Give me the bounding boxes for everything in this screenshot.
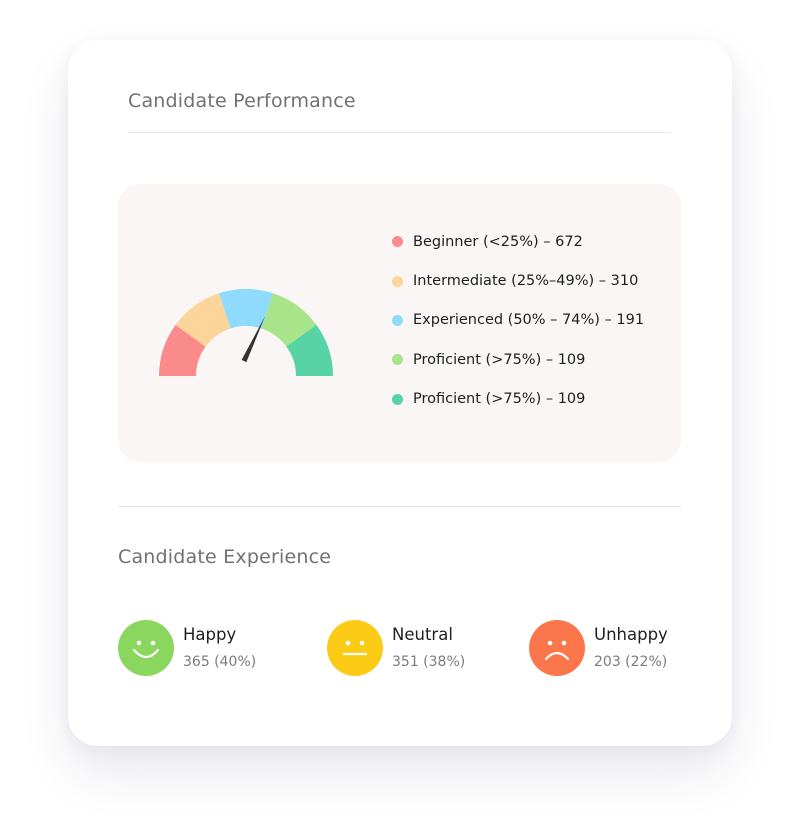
experience-label: Happy: [183, 625, 237, 644]
experience-stat: 203 (22%): [594, 654, 668, 670]
happy-face-icon: [118, 620, 174, 676]
legend-dot: [392, 236, 403, 248]
legend-dot: [392, 314, 403, 326]
performance-gauge: [159, 289, 333, 376]
legend-label: Proficient (>75%) – 109: [413, 391, 586, 408]
experience-label: Unhappy: [594, 625, 668, 644]
legend-item-experienced: Experienced (50% – 74%) – 191: [392, 301, 644, 340]
gauge-segments: [159, 289, 333, 376]
legend-label: Beginner (<25%) – 672: [413, 233, 583, 250]
legend-dot: [392, 275, 403, 287]
performance-panel: Beginner (<25%) – 672 Intermediate (25%–…: [118, 184, 681, 462]
experience-neutral: Neutral 351 (38%): [327, 620, 465, 676]
experience-stat: 351 (38%): [392, 654, 466, 670]
legend-item-beginner: Beginner (<25%) – 672: [392, 222, 644, 261]
gauge-needle: [241, 315, 266, 363]
legend-item-proficient-2: Proficient (>75%) – 109: [392, 380, 644, 419]
gauge-segment-beginner: [159, 324, 206, 376]
legend-dot: [392, 393, 403, 405]
performance-title: Candidate Performance: [128, 90, 356, 112]
performance-legend: Beginner (<25%) – 672 Intermediate (25%–…: [392, 222, 644, 419]
experience-label: Neutral: [392, 625, 453, 644]
experience-stat: 365 (40%): [183, 654, 257, 670]
gauge-segment-proficient-2: [286, 324, 333, 376]
neutral-face-icon: [327, 620, 383, 676]
legend-item-intermediate: Intermediate (25%–49%) – 310: [392, 261, 644, 300]
experience-unhappy: Unhappy 203 (22%): [529, 620, 668, 676]
unhappy-face-icon: [529, 620, 585, 676]
legend-label: Intermediate (25%–49%) – 310: [413, 273, 639, 290]
legend-dot: [392, 354, 403, 366]
divider: [118, 506, 681, 507]
legend-label: Proficient (>75%) – 109: [413, 351, 586, 368]
experience-title: Candidate Experience: [118, 546, 332, 568]
legend-label: Experienced (50% – 74%) – 191: [413, 312, 645, 329]
gauge-segment-intermediate: [175, 293, 231, 347]
gauge-segment-experienced: [219, 289, 273, 329]
gauge-segment-proficient: [261, 293, 317, 347]
legend-item-proficient: Proficient (>75%) – 109: [392, 340, 644, 379]
experience-happy: Happy 365 (40%): [118, 620, 256, 676]
dashboard-card: Candidate Performance Beginner (<25%) – …: [68, 40, 732, 746]
divider: [128, 132, 671, 133]
